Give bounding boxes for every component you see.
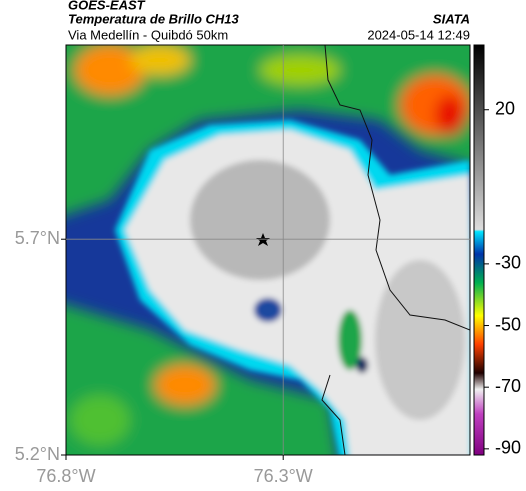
colorbar-tick-label: -90 xyxy=(495,438,521,458)
title: GOES-EAST xyxy=(68,0,146,12)
map-frame xyxy=(65,44,471,456)
colorbar-tick-label: -70 xyxy=(495,376,521,396)
y-tick-label: 5.2°N xyxy=(15,444,60,464)
x-tick-label: 76.3°W xyxy=(254,466,313,486)
x-tick-label: 76.8°W xyxy=(36,466,95,486)
region: Via Medellín - Quibdó 50km xyxy=(68,27,228,42)
border xyxy=(321,45,470,455)
colorbar-tick-label: -30 xyxy=(495,253,521,273)
subtitle: Temperatura de Brillo CH13 xyxy=(68,11,240,26)
source: SIATA xyxy=(433,11,470,26)
satellite-image xyxy=(66,45,470,455)
colorbar-tick-label: 20 xyxy=(495,98,515,118)
y-tick-label: 5.7°N xyxy=(15,228,60,248)
colorbar xyxy=(473,44,485,456)
colorbar-tick-label: -50 xyxy=(495,314,521,334)
timestamp: 2024-05-14 12:49 xyxy=(367,27,470,42)
